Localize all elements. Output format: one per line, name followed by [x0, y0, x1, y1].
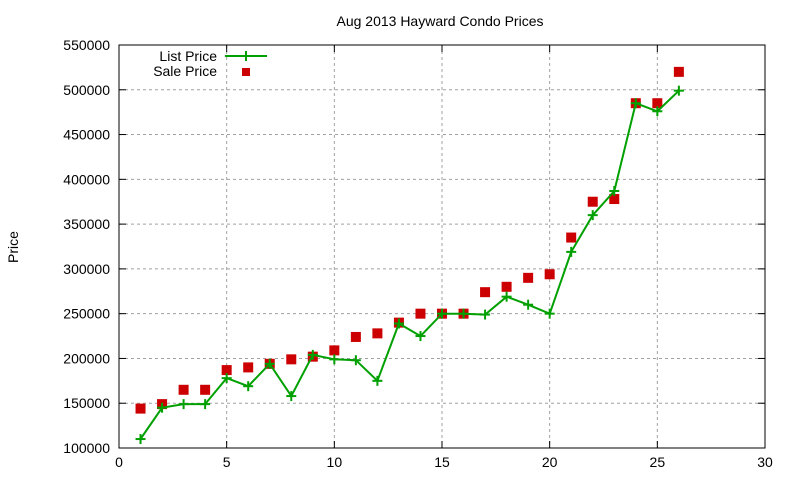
list-price-point	[415, 331, 426, 342]
sale-price-point	[566, 232, 577, 243]
sale-price-point	[372, 328, 383, 339]
sale-price-point	[350, 331, 361, 342]
sale-price-point	[609, 194, 620, 205]
y-tick-label: 300000	[63, 261, 110, 277]
chart-title: Aug 2013 Hayward Condo Prices	[336, 13, 543, 29]
y-tick-label: 550000	[63, 37, 110, 53]
list-price-point	[200, 399, 211, 410]
list-price-point	[221, 373, 232, 384]
sale-price-point	[544, 269, 555, 280]
sale-price-point	[480, 287, 491, 298]
sale-price-point	[286, 354, 297, 365]
list-price-point	[673, 85, 684, 96]
y-tick-label: 400000	[63, 171, 110, 187]
list-price-point	[587, 210, 598, 221]
legend: List Price Sale Price	[153, 48, 267, 79]
list-price-line	[139, 89, 680, 440]
sale-price-point	[178, 384, 189, 395]
sale-price-point	[200, 384, 211, 395]
legend-label-list-price: List Price	[159, 48, 217, 64]
list-price-point	[286, 391, 297, 402]
list-price-point	[243, 381, 254, 392]
sale-price-point	[415, 308, 426, 319]
list-price-point	[372, 375, 383, 386]
legend-plus-marker	[241, 51, 251, 61]
list-price-point	[501, 291, 512, 302]
sale-price-point	[673, 66, 684, 77]
y-tick-label: 450000	[63, 127, 110, 143]
y-tick-label: 100000	[63, 440, 110, 456]
list-price-point	[458, 308, 469, 319]
list-price-point	[652, 106, 663, 117]
x-tick-label: 30	[757, 454, 773, 470]
sale-price-point	[243, 362, 254, 373]
y-tick-label: 150000	[63, 395, 110, 411]
list-price-point	[393, 318, 404, 329]
list-price-point	[264, 358, 275, 369]
list-price-point	[157, 402, 168, 413]
sale-price-point	[501, 281, 512, 292]
x-tick-label: 15	[434, 454, 450, 470]
y-tick-label: 250000	[63, 306, 110, 322]
sale-price-point	[587, 196, 598, 207]
sale-price-point	[221, 365, 232, 376]
sale-price-point	[523, 272, 534, 283]
y-tick-label: 350000	[63, 216, 110, 232]
list-price-point	[566, 246, 577, 257]
x-tick-label: 20	[542, 454, 558, 470]
x-tick-label: 5	[223, 454, 231, 470]
sale-price-point	[329, 345, 340, 356]
y-tick-label: 200000	[63, 350, 110, 366]
list-price-point	[135, 434, 146, 445]
list-price-point	[544, 308, 555, 319]
sale-price-point	[652, 98, 663, 109]
x-tick-label: 10	[327, 454, 343, 470]
legend-square-marker	[242, 68, 250, 76]
y-axis-label: Price	[5, 231, 21, 263]
grid-lines	[119, 45, 765, 448]
list-price-point	[480, 309, 491, 320]
list-price-point	[307, 349, 318, 360]
list-price-point	[437, 308, 447, 319]
x-tick-label: 0	[115, 454, 123, 470]
plot-frame	[118, 44, 766, 449]
list-price-point	[609, 185, 620, 196]
legend-label-sale-price: Sale Price	[153, 63, 217, 79]
list-price-point	[350, 355, 361, 366]
sale-price-point	[135, 403, 146, 414]
y-tick-label: 500000	[63, 82, 110, 98]
list-price-point	[329, 354, 340, 365]
list-price-point	[630, 98, 641, 109]
x-tick-label: 25	[650, 454, 666, 470]
data-series	[135, 66, 684, 445]
list-price-point	[523, 299, 534, 310]
list-price-point	[178, 399, 189, 410]
